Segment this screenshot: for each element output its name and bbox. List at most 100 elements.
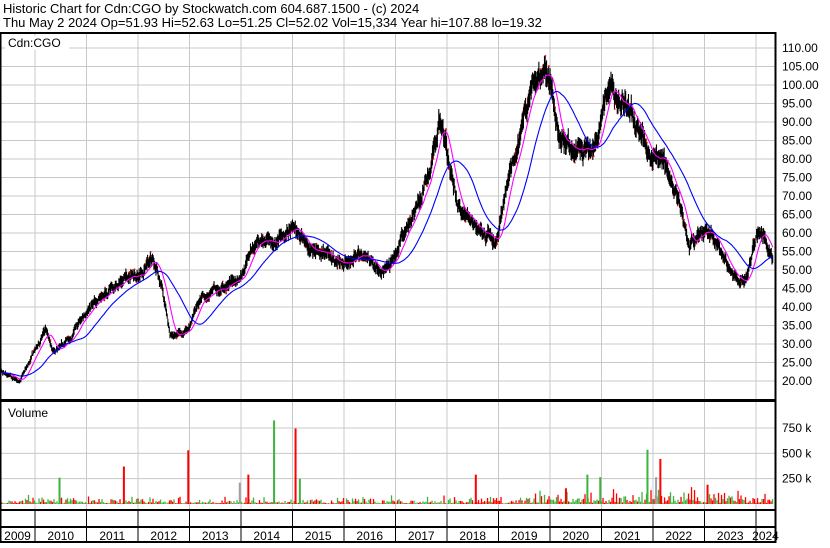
price-tick-red: [178, 334, 181, 337]
volume-bar: [702, 502, 705, 504]
volume-bar: [438, 502, 441, 504]
price-tick-red: [408, 217, 410, 219]
volume-bar: [606, 502, 609, 504]
volume-bar: [537, 502, 540, 504]
volume-bar: [356, 501, 358, 504]
volume-bar: [215, 502, 217, 504]
volume-bar: [708, 494, 711, 504]
price-tick-red: [695, 242, 698, 245]
price-tick-red: [501, 213, 504, 216]
volume-bar: [23, 503, 25, 504]
volume-bar: [174, 503, 177, 504]
volume-bar: [567, 501, 570, 504]
volume-bar: [291, 503, 294, 504]
volume-bar: [699, 501, 702, 504]
volume-bar: [318, 500, 321, 504]
year-label: 2016: [356, 529, 383, 543]
volume-bar: [180, 502, 183, 504]
volume-bar: [317, 500, 319, 504]
volume-bar: [240, 501, 243, 504]
volume-bar: [701, 502, 703, 504]
volume-bar: [486, 497, 489, 504]
volume-bar: [495, 497, 498, 504]
volume-bar: [168, 500, 171, 504]
volume-bar: [236, 500, 238, 504]
volume-bar: [146, 503, 148, 504]
volume-bar: [212, 501, 214, 504]
volume-bar: [90, 501, 93, 504]
volume-bar: [201, 501, 204, 504]
volume-bar: [323, 502, 325, 504]
volume-bar: [428, 502, 430, 504]
price-tick-red: [51, 351, 54, 353]
volume-bar: [185, 501, 187, 504]
volume-bar: [348, 502, 351, 504]
volume-bar: [137, 498, 139, 504]
price-tick-red: [613, 108, 616, 110]
volume-bar: [173, 499, 175, 504]
volume-bar: [309, 500, 312, 504]
volume-bar: [191, 502, 193, 504]
volume-bar: [284, 500, 286, 504]
volume-tick-label: 750 k: [782, 421, 812, 435]
volume-bar: [618, 497, 621, 504]
volume-bar: [390, 495, 393, 504]
volume-bar: [78, 501, 81, 504]
year-label: 2012: [150, 529, 177, 543]
volume-bar: [5, 503, 7, 504]
volume-bar: [737, 490, 739, 504]
volume-bar: [26, 500, 28, 504]
volume-bar: [162, 502, 165, 504]
volume-bar: [60, 497, 63, 504]
volume-bar: [444, 502, 447, 504]
volume-bar: [80, 501, 82, 504]
volume-bar: [729, 497, 732, 504]
volume-bar: [441, 503, 444, 504]
volume-bar: [165, 503, 168, 504]
volume-bar: [264, 501, 267, 504]
price-tick-red: [104, 286, 106, 289]
volume-bar: [597, 500, 600, 504]
volume-bar: [282, 503, 285, 504]
volume-bar: [401, 501, 403, 504]
volume-bar: [458, 500, 460, 504]
year-label: 2024: [752, 529, 779, 543]
price-tick-red: [331, 255, 333, 257]
volume-bar: [455, 500, 457, 504]
price-tick-red: [153, 268, 155, 271]
volume-bar: [33, 500, 36, 504]
volume-bar: [308, 502, 310, 504]
volume-bar: [306, 500, 309, 504]
volume-bar: [612, 489, 615, 504]
price-tick-red: [554, 106, 556, 109]
volume-bar: [497, 500, 499, 504]
volume-bar: [527, 498, 529, 504]
volume-bar: [230, 501, 232, 504]
volume-bar: [519, 497, 522, 504]
volume-bar: [554, 501, 556, 504]
volume-bar: [47, 499, 49, 504]
volume-bar: [459, 500, 462, 504]
volume-bar: [402, 503, 405, 504]
volume-bar: [251, 500, 253, 504]
volume-bar: [89, 503, 91, 504]
price-tick-red: [359, 259, 361, 262]
volume-bar: [590, 492, 592, 504]
volume-bar: [660, 495, 663, 504]
volume-bar: [87, 496, 90, 504]
volume-bar: [488, 501, 490, 504]
volume-bar: [93, 500, 96, 504]
volume-bar: [206, 502, 208, 504]
volume-bar: [434, 501, 436, 504]
price-tick-red: [709, 238, 712, 241]
price-tick-label: 85.00: [782, 134, 812, 148]
volume-bar: [134, 502, 136, 504]
volume-bar: [111, 499, 114, 504]
volume-bar: [71, 500, 73, 504]
volume-tick-label: 250 k: [782, 472, 812, 486]
price-tick-label: 95.00: [782, 97, 812, 111]
price-tick-red: [517, 133, 519, 136]
volume-bar: [509, 502, 511, 504]
volume-bar: [345, 498, 348, 504]
volume-bar: [113, 500, 115, 504]
